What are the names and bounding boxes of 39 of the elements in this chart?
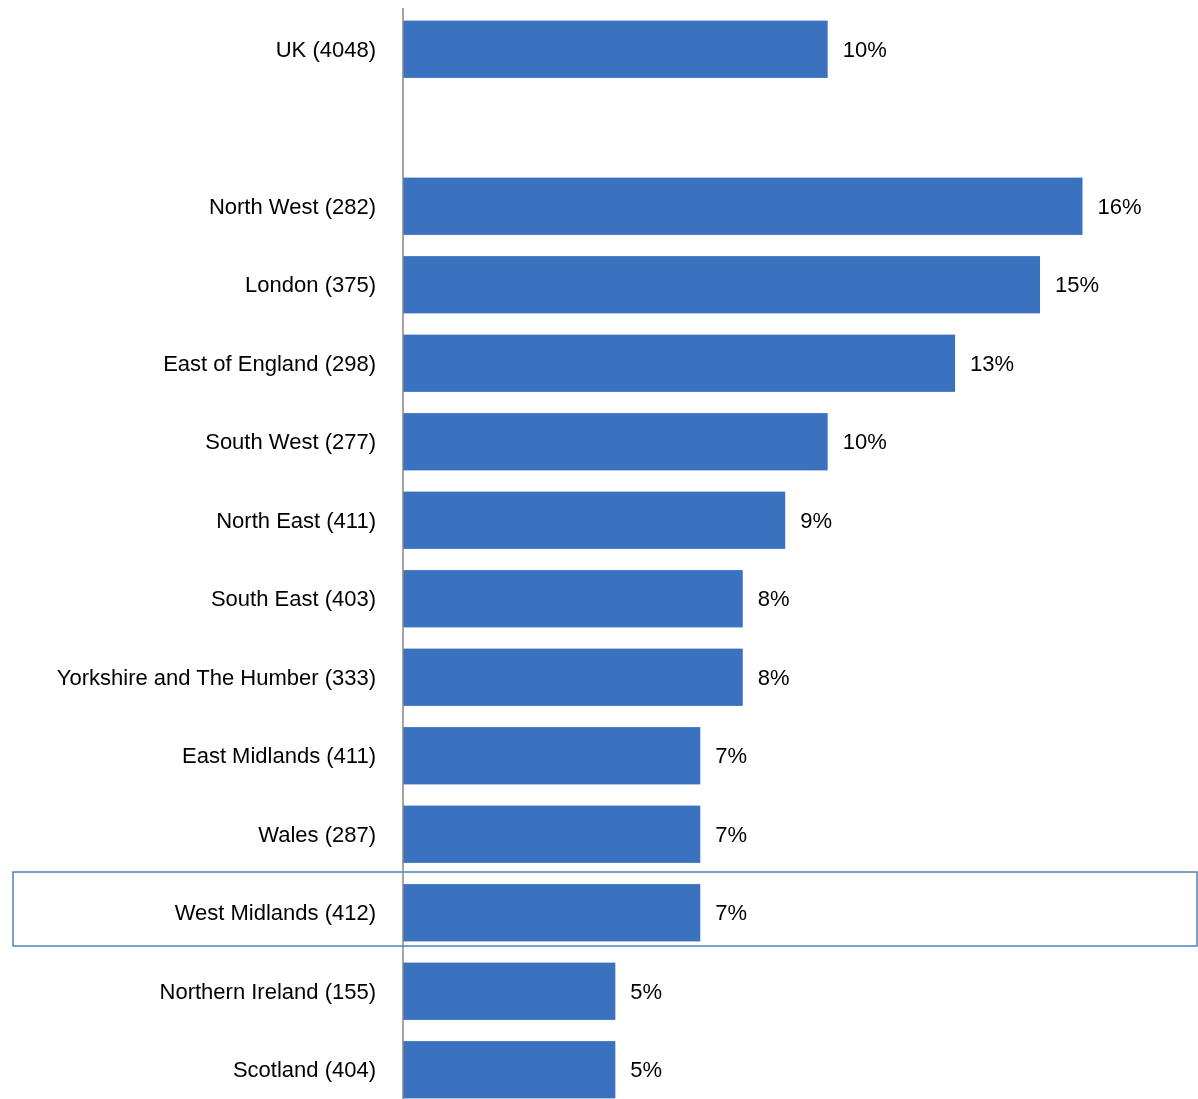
y-tick-label: South East (403) [210,586,376,612]
bar [403,727,701,785]
data-label: 8% [757,586,790,612]
bar [403,491,786,549]
data-label: 15% [1055,272,1100,298]
data-label: 5% [630,1057,663,1083]
data-label: 13% [970,350,1015,376]
y-tick-label: South West (277) [205,429,376,455]
y-tick-label: West Midlands (412) [174,900,376,926]
bar [403,1041,616,1099]
bar [403,962,616,1020]
bar [403,805,701,863]
bar [403,884,701,942]
y-tick-label: Northern Ireland (155) [159,978,376,1004]
bar [403,256,1041,314]
y-tick-label: London (375) [245,272,376,298]
bar [403,334,956,392]
bar [403,648,743,706]
bar [403,177,1083,235]
bar [403,413,828,471]
y-tick-label: UK (4048) [275,36,376,62]
data-label: 5% [630,978,663,1004]
y-tick-label: East Midlands (411) [181,743,376,769]
y-tick-label: North East (411) [216,507,376,533]
y-tick-label: Scotland (404) [232,1057,376,1083]
bar [403,570,743,628]
data-label: 8% [757,664,790,690]
data-label: 9% [800,507,833,533]
y-tick-label: Yorkshire and The Humber (333) [56,664,376,690]
y-tick-label: Wales (287) [258,821,376,847]
data-label: 7% [715,743,748,769]
data-label: 16% [1097,193,1142,219]
data-label: 7% [715,900,748,926]
data-label: 10% [842,429,887,455]
bar [403,20,828,78]
data-label: 7% [715,821,748,847]
y-tick-label: North West (282) [208,193,376,219]
y-tick-label: East of England (298) [163,350,376,376]
data-label: 10% [842,36,887,62]
